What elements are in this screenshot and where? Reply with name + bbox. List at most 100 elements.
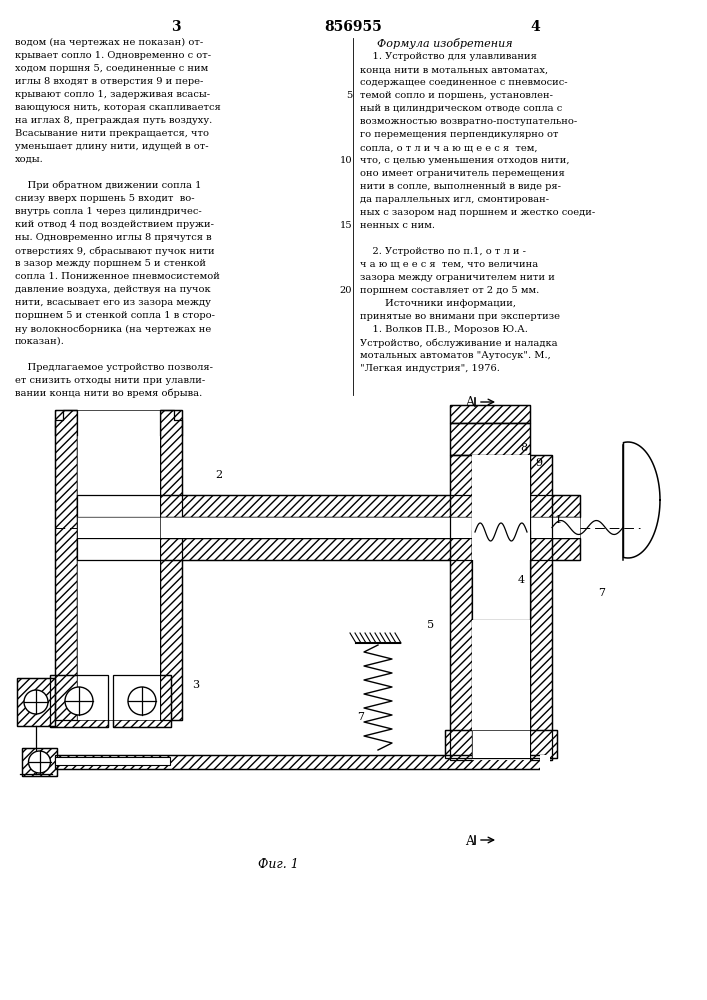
Text: 7: 7 <box>598 588 605 598</box>
Text: 5: 5 <box>427 620 434 630</box>
Text: сопла, о т л и ч а ю щ е е с я  тем,: сопла, о т л и ч а ю щ е е с я тем, <box>360 143 537 152</box>
Text: 1: 1 <box>555 515 562 525</box>
Text: 20: 20 <box>339 286 352 295</box>
Bar <box>472 730 530 758</box>
Text: иглы 8 входят в отверстия 9 и пере-: иглы 8 входят в отверстия 9 и пере- <box>15 77 204 86</box>
Bar <box>22 748 57 776</box>
Bar <box>450 405 530 423</box>
Text: давление воздуха, действуя на пучок: давление воздуха, действуя на пучок <box>15 285 211 294</box>
Text: на иглах 8, преграждая путь воздуху.: на иглах 8, преграждая путь воздуху. <box>15 116 212 125</box>
Text: нити в сопле, выполненный в виде ря-: нити в сопле, выполненный в виде ря- <box>360 182 561 191</box>
Bar <box>55 410 77 720</box>
Text: Устройство, обслуживание и наладка: Устройство, обслуживание и наладка <box>360 338 558 348</box>
Bar <box>530 455 552 760</box>
Text: поршнем составляет от 2 до 5 мм.: поршнем составляет от 2 до 5 мм. <box>360 286 539 295</box>
Text: конца нити в мотальных автоматах,: конца нити в мотальных автоматах, <box>360 65 548 74</box>
Text: 5: 5 <box>346 91 352 100</box>
Circle shape <box>24 690 48 714</box>
Bar <box>450 423 530 455</box>
Text: Источники информации,: Источники информации, <box>360 299 516 308</box>
Text: принятые во внимани при экспертизе: принятые во внимани при экспертизе <box>360 312 560 321</box>
Bar <box>50 675 108 727</box>
Bar <box>77 517 580 538</box>
Bar <box>77 538 580 560</box>
Bar <box>472 455 530 760</box>
Text: 2: 2 <box>215 470 222 480</box>
Text: Фиг. 1: Фиг. 1 <box>258 858 299 871</box>
Text: ну волокносборника (на чертежах не: ну волокносборника (на чертежах не <box>15 324 211 334</box>
Bar <box>160 410 182 720</box>
Text: нити, всасывает его из зазора между: нити, всасывает его из зазора между <box>15 298 211 307</box>
Text: да параллельных игл, смонтирован-: да параллельных игл, смонтирован- <box>360 195 549 204</box>
Bar <box>445 730 557 758</box>
Bar <box>77 410 160 720</box>
Bar <box>77 538 580 560</box>
Circle shape <box>65 687 93 715</box>
Bar <box>77 495 580 517</box>
Bar <box>17 678 55 726</box>
Text: возможностью возвратно-поступательно-: возможностью возвратно-поступательно- <box>360 117 577 126</box>
Bar <box>113 675 171 727</box>
Bar <box>55 755 545 769</box>
Text: 7: 7 <box>357 712 364 722</box>
Text: уменьшает длину нити, идущей в от-: уменьшает длину нити, идущей в от- <box>15 142 209 151</box>
Bar <box>55 757 170 765</box>
Text: показан).: показан). <box>15 337 65 346</box>
Bar <box>450 455 472 760</box>
Text: 10: 10 <box>339 156 352 165</box>
Text: ных с зазором над поршнем и жестко соеди-: ных с зазором над поршнем и жестко соеди… <box>360 208 595 217</box>
Bar <box>472 495 530 560</box>
Text: вающуюся нить, которая скапливается: вающуюся нить, которая скапливается <box>15 103 221 112</box>
Bar <box>540 755 550 774</box>
Text: оно имеет ограничитель перемещения: оно имеет ограничитель перемещения <box>360 169 565 178</box>
Text: "Легкая индустрия", 1976.: "Легкая индустрия", 1976. <box>360 364 500 373</box>
Text: крывает сопло 1. Одновременно с от-: крывает сопло 1. Одновременно с от- <box>15 51 211 60</box>
Text: A: A <box>465 396 474 409</box>
Text: ет снизить отходы нити при улавли-: ет снизить отходы нити при улавли- <box>15 376 205 385</box>
Bar <box>17 678 55 726</box>
Text: 4: 4 <box>518 575 525 585</box>
Bar <box>472 530 530 620</box>
Circle shape <box>28 751 50 773</box>
Text: отверстиях 9, сбрасывают пучок нити: отверстиях 9, сбрасывают пучок нити <box>15 246 215 255</box>
Text: водом (на чертежах не показан) от-: водом (на чертежах не показан) от- <box>15 38 203 47</box>
Text: ный в цилиндрическом отводе сопла с: ный в цилиндрическом отводе сопла с <box>360 104 562 113</box>
Text: ч а ю щ е е с я  тем, что величина: ч а ю щ е е с я тем, что величина <box>360 260 538 269</box>
Text: 3: 3 <box>192 680 199 690</box>
Text: мотальных автоматов "Аутосук". М.,: мотальных автоматов "Аутосук". М., <box>360 351 551 360</box>
Text: вании конца нити во время обрыва.: вании конца нити во время обрыва. <box>15 389 202 398</box>
Text: ходы.: ходы. <box>15 155 44 164</box>
Bar <box>450 455 472 760</box>
Bar <box>472 620 530 730</box>
Text: ны. Одновременно иглы 8 прячутся в: ны. Одновременно иглы 8 прячутся в <box>15 233 211 242</box>
Text: Всасывание нити прекращается, что: Всасывание нити прекращается, что <box>15 129 209 138</box>
Text: Формула изобретения: Формула изобретения <box>378 38 513 49</box>
Text: 8: 8 <box>520 443 527 453</box>
Text: 4: 4 <box>530 20 540 34</box>
Text: кий отвод 4 под воздействием пружи-: кий отвод 4 под воздействием пружи- <box>15 220 214 229</box>
Text: что, с целью уменьшения отходов нити,: что, с целью уменьшения отходов нити, <box>360 156 570 165</box>
Bar <box>445 730 557 758</box>
Bar <box>472 530 530 620</box>
Circle shape <box>128 687 156 715</box>
Bar <box>55 410 77 720</box>
Text: При обратном движении сопла 1: При обратном движении сопла 1 <box>15 181 201 190</box>
Text: внутрь сопла 1 через цилиндричес-: внутрь сопла 1 через цилиндричес- <box>15 207 201 216</box>
Text: 856955: 856955 <box>324 20 382 34</box>
Bar <box>450 405 530 423</box>
Text: 1. Волков П.В., Морозов Ю.А.: 1. Волков П.В., Морозов Ю.А. <box>360 325 528 334</box>
Bar <box>55 755 545 769</box>
Text: снизу вверх поршень 5 входит  во-: снизу вверх поршень 5 входит во- <box>15 194 194 203</box>
Text: ходом поршня 5, соединенные с ним: ходом поршня 5, соединенные с ним <box>15 64 209 73</box>
Text: 9: 9 <box>535 458 542 468</box>
Bar <box>472 730 530 758</box>
Text: поршнем 5 и стенкой сопла 1 в сторо-: поршнем 5 и стенкой сопла 1 в сторо- <box>15 311 215 320</box>
Text: зазора между ограничителем нити и: зазора между ограничителем нити и <box>360 273 555 282</box>
Bar <box>77 517 580 538</box>
Bar <box>160 410 182 720</box>
Text: сопла 1. Пониженное пневмосистемой: сопла 1. Пониженное пневмосистемой <box>15 272 220 281</box>
Bar <box>22 748 57 776</box>
Text: A: A <box>465 835 474 848</box>
Bar <box>77 495 580 517</box>
Text: го перемещения перпендикулярно от: го перемещения перпендикулярно от <box>360 130 559 139</box>
